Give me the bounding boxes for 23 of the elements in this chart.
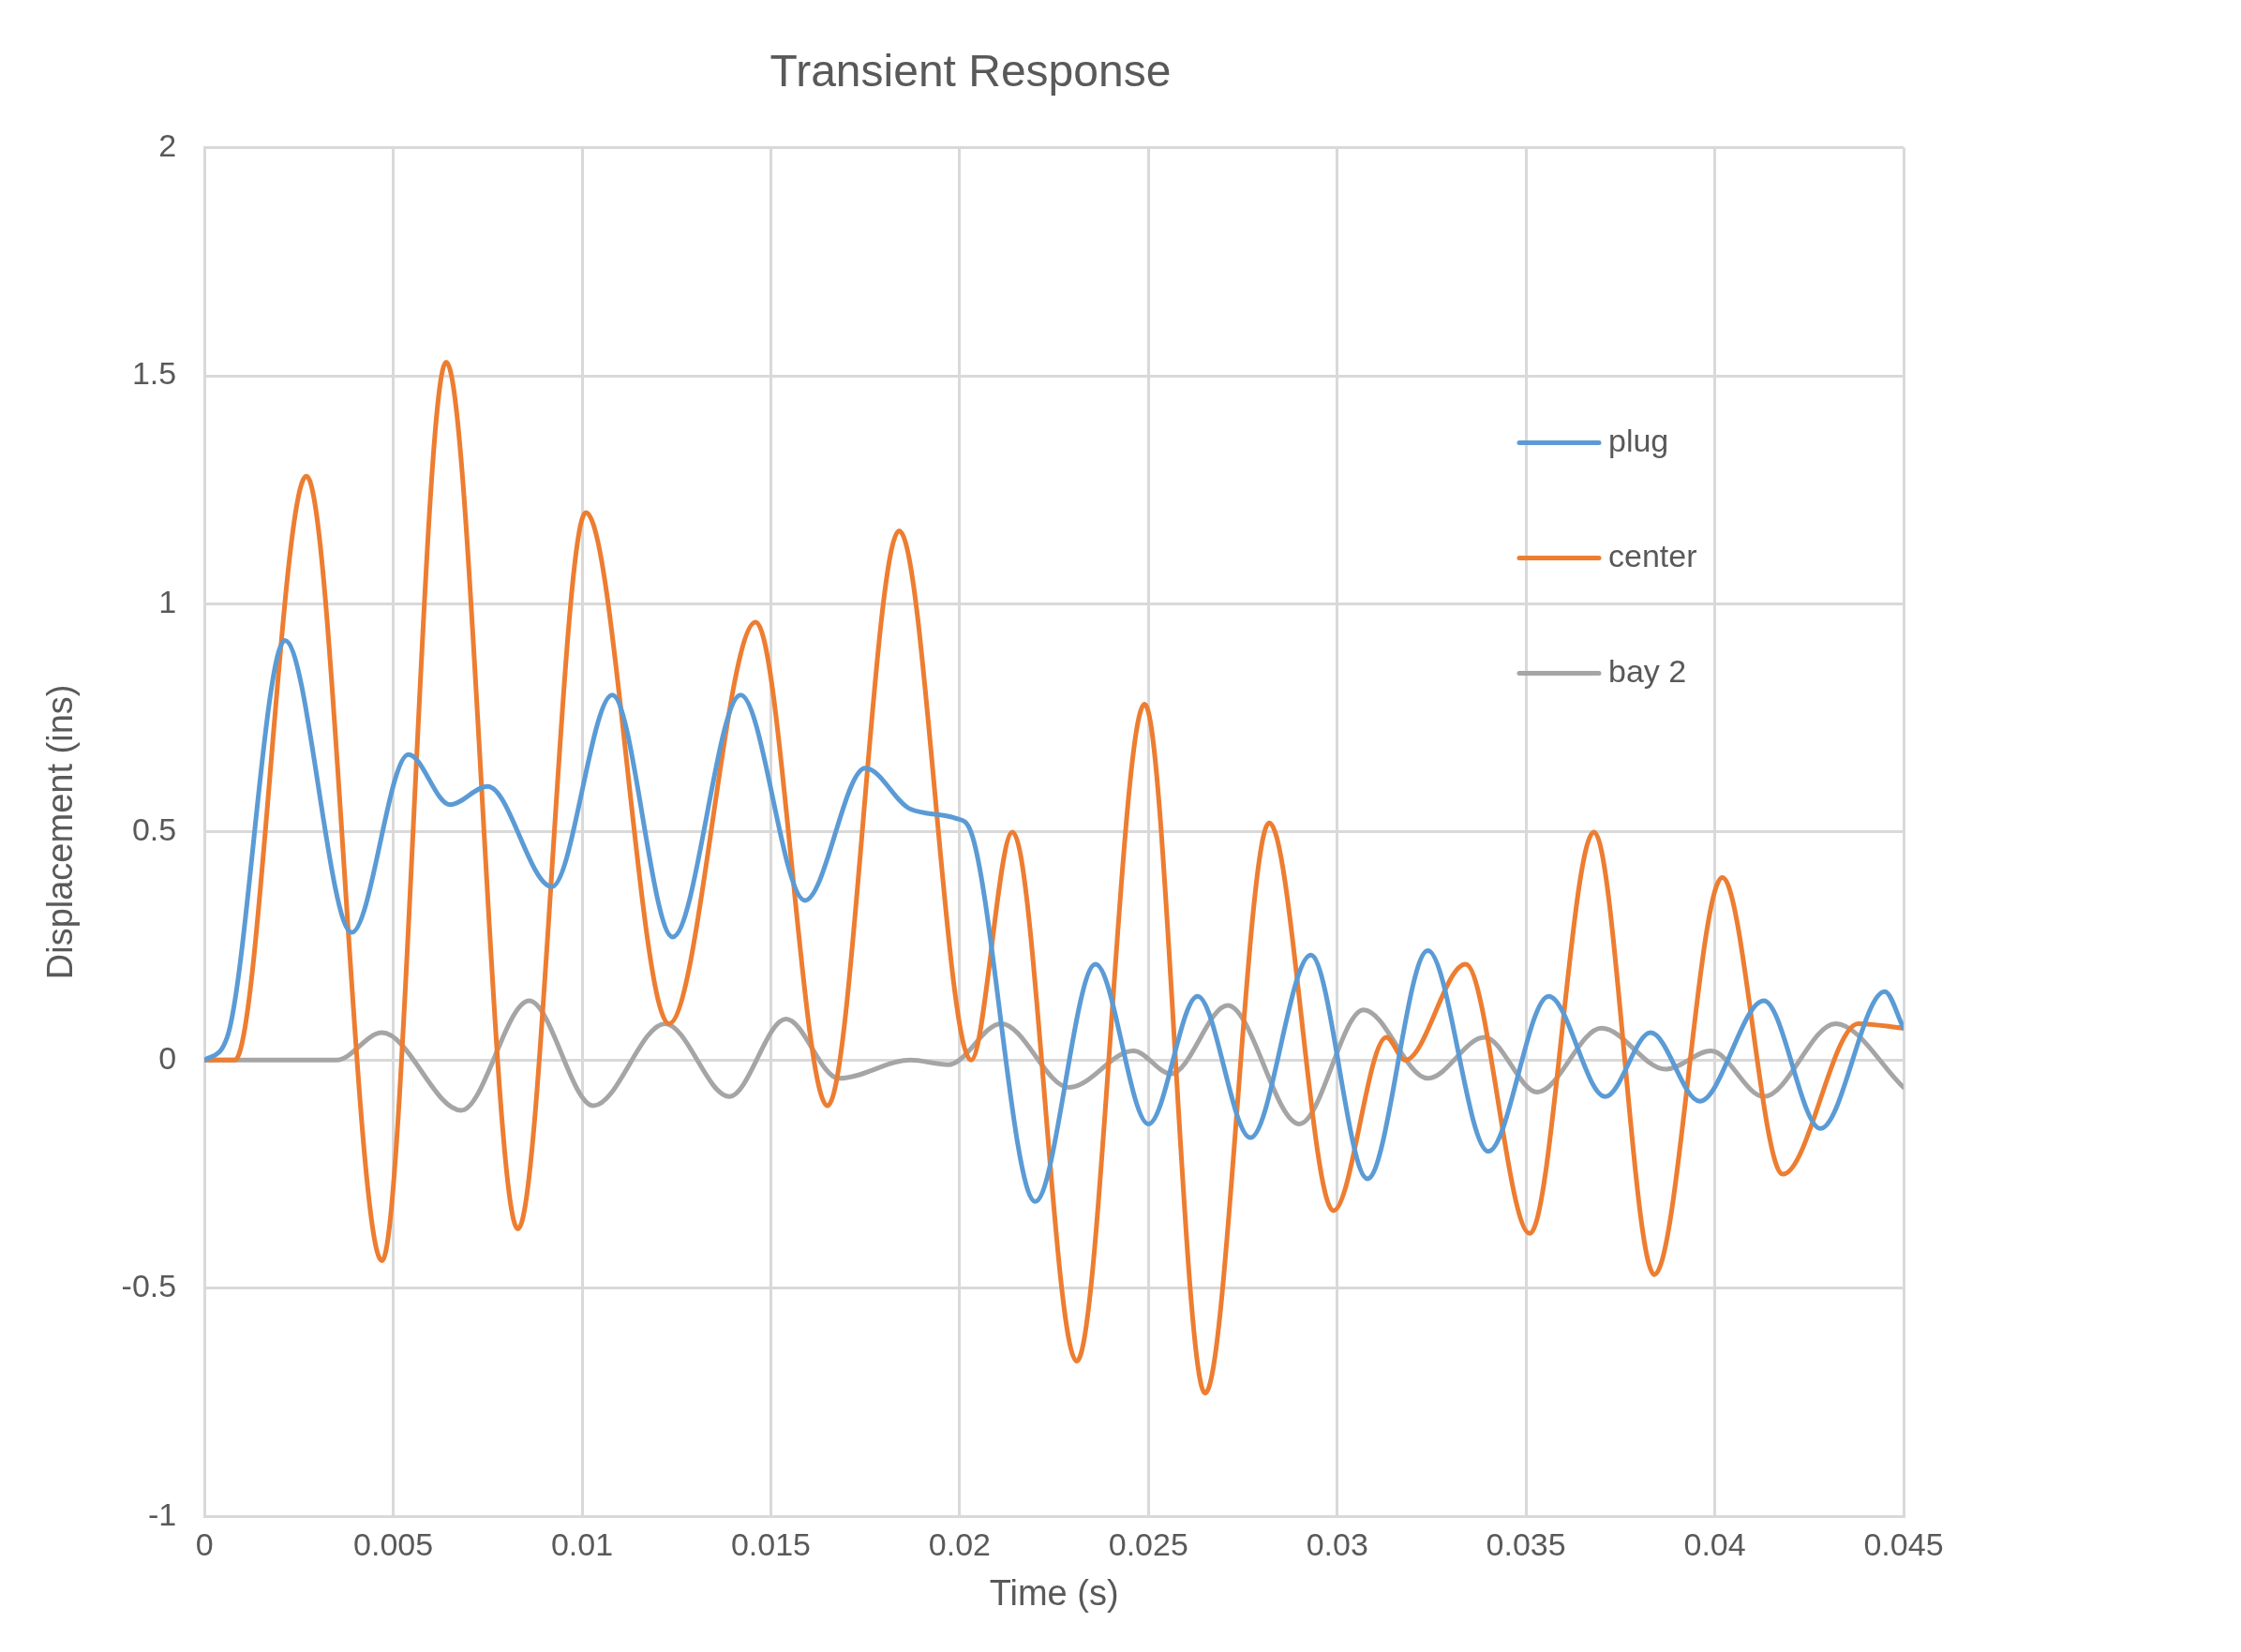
x-tick-label: 0.01 xyxy=(550,1525,614,1562)
x-axis-title: Time (s) xyxy=(989,1572,1119,1613)
y-axis-title: Displacement (ins) xyxy=(40,684,81,980)
y-tick-label: -1 xyxy=(147,1496,177,1532)
chart-title: Transient Response xyxy=(769,46,1172,97)
x-tick-label: 0.02 xyxy=(928,1525,991,1562)
legend-label: center xyxy=(1608,537,1697,573)
y-tick-label: 0 xyxy=(158,1039,177,1076)
y-tick-label: -0.5 xyxy=(121,1268,177,1304)
x-tick-label: 0.045 xyxy=(1863,1525,1944,1562)
x-tick-label: 0.03 xyxy=(1306,1525,1368,1562)
x-tick-label: 0.04 xyxy=(1683,1525,1746,1562)
legend-label: bay 2 xyxy=(1608,652,1687,689)
x-tick-label: 0 xyxy=(195,1525,214,1562)
legend-label: plug xyxy=(1608,422,1669,458)
x-tick-label: 0.035 xyxy=(1486,1525,1566,1562)
y-tick-label: 1 xyxy=(158,583,177,619)
y-tick-label: 2 xyxy=(158,127,177,163)
y-tick-label: 0.5 xyxy=(131,811,177,848)
x-tick-label: 0.015 xyxy=(730,1525,811,1562)
y-tick-label: 1.5 xyxy=(131,355,177,392)
x-tick-label: 0.025 xyxy=(1108,1525,1188,1562)
x-tick-label: 0.005 xyxy=(353,1525,434,1562)
